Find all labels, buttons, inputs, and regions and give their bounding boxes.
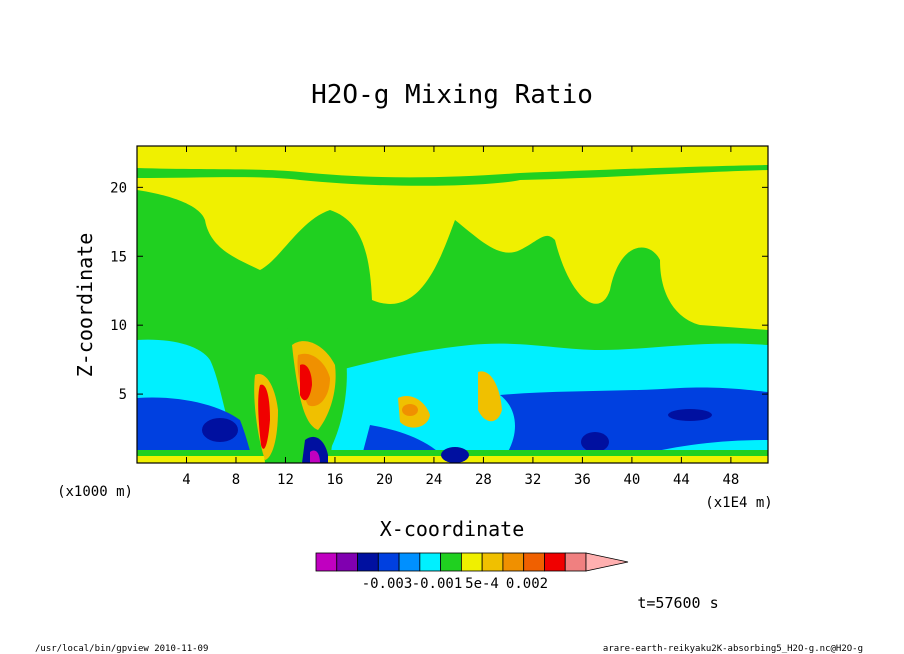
x-tick-label: 12: [277, 472, 294, 488]
colorbar-swatch: [523, 552, 545, 572]
colorbar-swatch: [336, 552, 358, 572]
x-tick-label: 44: [673, 472, 690, 488]
colorbar-swatch: [481, 552, 504, 572]
colorbar-swatch: [460, 552, 483, 572]
colorbar-label: -0.003: [362, 576, 413, 592]
colorbar-label: 5e-4: [465, 576, 499, 592]
colorbar-swatch: [357, 552, 379, 572]
colorbar-arrow: [585, 552, 629, 572]
y-tick-label: 10: [110, 318, 127, 334]
colorbar-swatch: [398, 552, 421, 572]
colorbar-label: -0.001: [412, 576, 463, 592]
footer-right: arare-earth-reikyaku2K-absorbing5_H2O-g.…: [603, 644, 863, 654]
y-axis-unit: (x1000 m): [57, 484, 133, 500]
x-tick-label: 4: [182, 472, 190, 488]
colorbar-label: 0.002: [506, 576, 548, 592]
x-axis-label: X-coordinate: [380, 517, 525, 541]
x-tick-label: 48: [722, 472, 739, 488]
x-tick-label: 8: [232, 472, 240, 488]
footer-left: /usr/local/bin/gpview 2010-11-09: [35, 644, 208, 654]
colorbar-swatch: [440, 552, 462, 572]
y-tick-label: 5: [119, 387, 127, 403]
time-label: t=57600 s: [637, 594, 718, 612]
colorbar-labels: -0.003 -0.001 5e-4 0.002: [362, 576, 548, 592]
y-tick-label: 20: [110, 180, 127, 196]
colorbar-swatch: [544, 552, 566, 572]
colorbar-swatch: [419, 552, 442, 572]
x-axis-ticks: 4 8 12 16 20 24 28 32 36 40 44 48: [182, 146, 739, 488]
x-tick-label: 40: [623, 472, 640, 488]
chart-title: H2O-g Mixing Ratio: [311, 80, 593, 110]
x-tick-label: 24: [426, 472, 443, 488]
x-tick-label: 32: [524, 472, 541, 488]
y-axis-ticks: 5 10 15 20: [110, 180, 768, 403]
x-tick-label: 36: [574, 472, 591, 488]
x-tick-label: 28: [475, 472, 492, 488]
x-tick-label: 20: [376, 472, 393, 488]
colorbar-swatch: [502, 552, 525, 572]
x-axis-unit: (x1E4 m): [705, 495, 772, 511]
colorbar: [315, 552, 629, 572]
x-tick-label: 16: [327, 472, 344, 488]
colorbar-swatch: [377, 552, 400, 572]
y-tick-label: 15: [110, 249, 127, 265]
y-axis-label: Z-coordinate: [73, 233, 97, 378]
colorbar-swatch: [315, 552, 338, 572]
contour-field: [137, 146, 768, 463]
colorbar-swatch: [564, 552, 587, 572]
